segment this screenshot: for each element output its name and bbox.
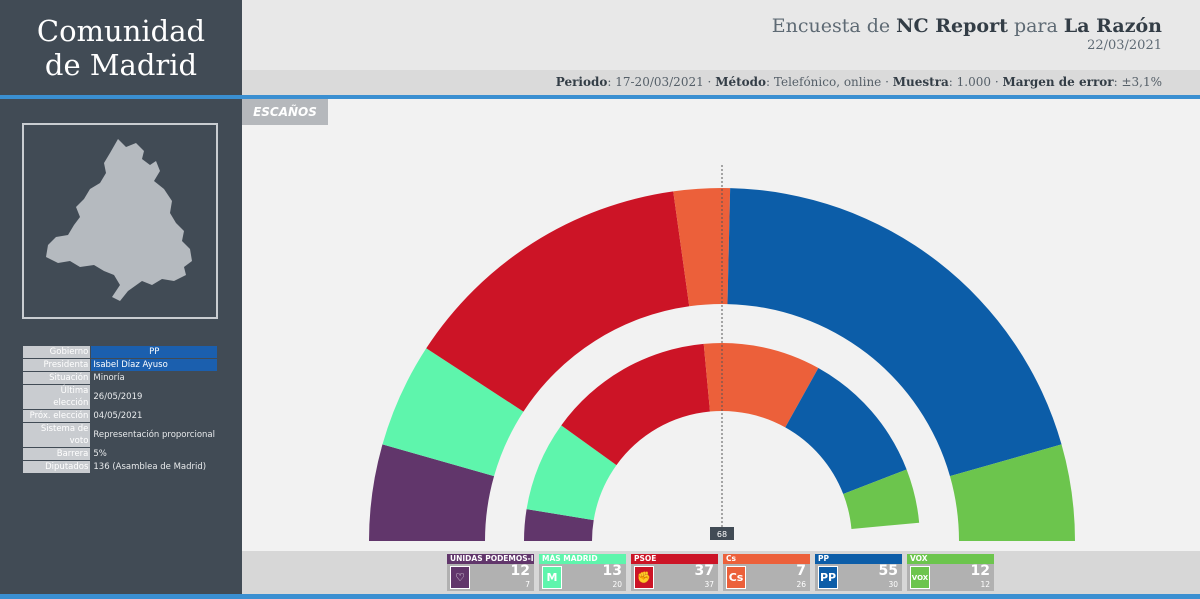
pollster-name: NC Report [896,15,1008,37]
periodo-value: 17-20/03/2021 [615,75,704,89]
party-name: PP [815,554,902,564]
party-previous-seats: 20 [612,580,622,589]
pp-icon: PP [818,566,838,589]
party-name: MÁS MADRID [539,554,626,564]
info-row-sistema: Sistema de voto Representación proporcion… [21,422,218,448]
region-title-line1: Comunidad [36,14,206,48]
info-key: Gobierno [21,345,92,359]
info-row-ultima: Última elección 26/05/2019 [21,384,218,410]
inner-arc-pp [785,368,907,495]
party-seats: 37 [694,563,714,579]
tab-escanos[interactable]: ESCAÑOS [242,99,328,125]
legend-item-vox: VOX VOX 12 12 [907,554,994,591]
party-seats: 13 [602,563,622,579]
legend-bar [242,551,1200,594]
inner-arc-cs [703,343,819,428]
top-divider [0,95,1200,99]
info-key: Diputados [21,460,92,474]
info-key: Sistema de voto [21,422,92,448]
margen-value: ±3,1% [1121,75,1162,89]
region-title: Comunidad de Madrid [0,14,242,82]
info-value: 26/05/2019 [90,384,218,410]
outer-arc-mm [382,348,524,477]
party-seats: 7 [796,563,806,579]
party-previous-seats: 30 [888,580,898,589]
party-seats: 55 [878,563,898,579]
info-key: Próx. elección [21,409,92,423]
survey-connector: para [1013,15,1058,37]
outer-arc-psoe [426,191,690,412]
info-key: Barrera [21,447,92,461]
legend-item-mm: MÁS MADRID M 13 20 [539,554,626,591]
heart-icon: ♡ [450,566,470,589]
info-value: PP [90,345,218,359]
vox-icon: VOX [910,566,930,589]
margen-label: Margen de error [1002,75,1114,89]
party-name: UNIDAS PODEMOS-IU [447,554,534,564]
legend-item-cs: Cs Cs 7 26 [723,554,810,591]
info-value: Isabel Díaz Ayuso [90,358,218,372]
periodo-label: Periodo [555,75,608,89]
majority-label: 68 [717,530,727,539]
info-row-gobierno: Gobierno PP [21,345,218,359]
parliament-chart: 68 [369,165,1075,541]
info-key: Última elección [21,384,92,410]
legend-item-up: UNIDAS PODEMOS-IU ♡ 12 7 [447,554,534,591]
info-value: Minoría [90,371,218,385]
party-seats: 12 [510,563,530,579]
region-title-line2: de Madrid [44,48,198,82]
party-name: PSOE [631,554,718,564]
survey-prefix: Encuesta de [771,15,891,37]
survey-date: 22/03/2021 [1087,38,1162,53]
outer-arc-cs [673,188,731,307]
legend-item-pp: PP PP 55 30 [815,554,902,591]
header [242,0,1200,70]
info-row-presidenta: Presidenta Isabel Díaz Ayuso [21,358,218,372]
region-map [22,123,218,319]
majority-label-box [710,527,734,540]
inner-arc-psoe [561,343,711,466]
media-name: La Razón [1063,15,1162,37]
info-row-barrera: Barrera 5% [21,447,218,461]
party-name: VOX [907,554,994,564]
info-value: 5% [90,447,218,461]
madrid-map-icon [46,139,192,301]
subheader [242,70,1200,95]
info-value: 136 (Asamblea de Madrid) [90,460,218,474]
party-previous-seats: 37 [704,580,714,589]
metodo-label: Método [715,75,767,89]
inner-arc-mm [526,425,617,521]
outer-arc-vox [949,444,1075,541]
muestra-value: 1.000 [956,75,992,89]
info-key: Presidenta [21,358,92,372]
info-value: 04/05/2021 [90,409,218,423]
info-row-proxima: Próx. elección 04/05/2021 [21,409,218,423]
party-previous-seats: 26 [796,580,806,589]
psoe-icon: ✊ [634,566,654,589]
mas-madrid-icon: M [542,566,562,589]
bottom-divider [0,594,1200,599]
info-table: Gobierno PP Presidenta Isabel Díaz Ayuso S… [21,345,218,474]
metodo-value: Telefónico, online [773,75,882,89]
party-previous-seats: 12 [980,580,990,589]
inner-arc-up [524,509,594,541]
method-line: Periodo: 17-20/03/2021 · Método: Telefón… [555,75,1162,89]
info-value: Representación proporcional [90,422,218,448]
outer-arc-up [369,444,495,541]
inner-arc-vox [843,469,920,530]
party-seats: 12 [970,563,990,579]
party-previous-seats: 7 [525,580,530,589]
info-key: Situación [21,371,92,385]
info-row-situacion: Situación Minoría [21,371,218,385]
outer-arc-pp [727,188,1062,477]
legend-item-psoe: PSOE ✊ 37 37 [631,554,718,591]
party-name: Cs [723,554,810,564]
cs-icon: Cs [726,566,746,589]
muestra-label: Muestra [892,75,949,89]
survey-title: Encuesta de NC Report para La Razón [772,15,1162,37]
info-row-diputados: Diputados 136 (Asamblea de Madrid) [21,460,218,474]
